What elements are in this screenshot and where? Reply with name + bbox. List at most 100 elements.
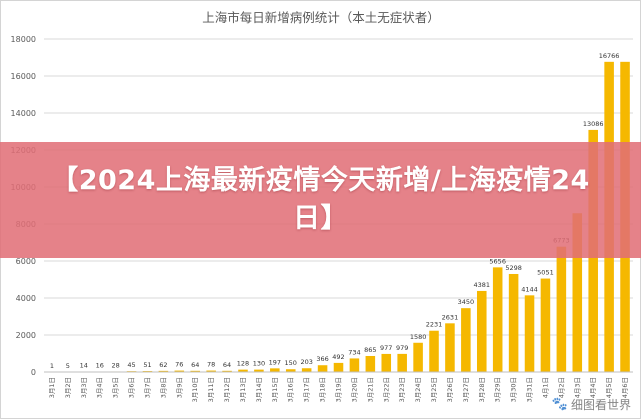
x-tick-label: 3月3日 (80, 377, 88, 398)
data-label: 366 (316, 355, 328, 363)
watermark: 🐾 细图看世界 (552, 396, 631, 413)
chart-title: 上海市每日新增病例统计（本土无症状者） (202, 10, 440, 25)
bar (556, 246, 567, 372)
data-label: 13086 (583, 120, 604, 128)
data-label: 45 (127, 361, 135, 369)
x-tick-label: 3月5日 (112, 377, 120, 398)
data-label: 203 (300, 358, 312, 366)
y-tick-label: 14000 (11, 109, 36, 118)
bar (317, 365, 328, 372)
bar (429, 330, 439, 372)
x-tick-label: 4月2日 (557, 377, 565, 398)
x-tick-label: 3月1日 (48, 377, 56, 398)
x-tick-label: 3月21日 (366, 377, 374, 402)
data-label: 3450 (458, 298, 475, 306)
x-tick-label: 3月18日 (319, 377, 327, 402)
x-tick-label: 3月7日 (143, 377, 151, 398)
data-label: 150 (285, 359, 297, 367)
y-tick-label: 4000 (16, 294, 36, 303)
data-label: 5051 (537, 269, 554, 277)
bar (365, 355, 376, 372)
bar (254, 369, 264, 372)
data-label: 76 (175, 361, 183, 369)
x-tick-label: 4月5日 (605, 377, 613, 398)
x-tick-label: 3月27日 (462, 377, 470, 402)
x-tick-label: 3月9日 (175, 377, 183, 398)
x-tick-label: 3月12日 (223, 377, 231, 402)
bar (285, 369, 296, 372)
data-label: 865 (364, 346, 376, 354)
data-label: 64 (191, 361, 199, 369)
banner-title: 【2024上海最新疫情今天新增/上海疫情24日】 (51, 165, 590, 234)
bar (238, 369, 248, 372)
data-label: 1580 (410, 333, 427, 341)
x-tick-label: 3月31日 (526, 377, 534, 402)
y-tick-label: 2000 (16, 331, 36, 340)
x-tick-label: 3月2日 (64, 377, 72, 398)
bar (413, 342, 423, 372)
bar (206, 370, 216, 372)
watermark-text: 细图看世界 (570, 398, 631, 412)
data-label: 5656 (489, 257, 506, 265)
bar (270, 368, 280, 372)
data-label: 2631 (442, 313, 459, 321)
x-tick-label: 4月6日 (621, 377, 629, 398)
x-tick-label: 3月17日 (303, 377, 311, 402)
data-label: 62 (159, 361, 167, 369)
x-tick-label: 3月20日 (350, 377, 358, 402)
x-tick-label: 4月1日 (541, 377, 549, 398)
y-tick-label: 18000 (11, 35, 36, 44)
x-tick-label: 3月26日 (446, 377, 454, 402)
data-label: 5298 (505, 264, 522, 272)
x-tick-label: 3月16日 (287, 377, 295, 402)
data-label: 2231 (426, 321, 443, 329)
data-label: 197 (269, 358, 281, 366)
bar (492, 267, 503, 372)
bar (333, 362, 344, 372)
x-tick-label: 3月22日 (382, 377, 390, 402)
data-label: 977 (380, 344, 392, 352)
x-tick-label: 3月8日 (159, 377, 167, 398)
bar (397, 353, 407, 372)
data-label: 14 (80, 362, 88, 370)
x-tick-label: 3月24日 (414, 377, 422, 402)
x-tick-label: 3月19日 (335, 377, 343, 402)
bar (174, 370, 185, 372)
data-labels: 1 5 14 16 28 45 51 62 76 64 78 64 128 130 197 150 203 366… (50, 52, 620, 370)
bar (445, 323, 455, 372)
y-tick-label: 6000 (16, 257, 36, 266)
data-label: 130 (253, 360, 265, 368)
bar (524, 295, 535, 372)
x-tick-label: 3月29日 (494, 377, 502, 402)
data-label: 78 (207, 361, 215, 369)
data-label: 979 (396, 344, 408, 352)
bar (222, 370, 232, 372)
x-tick-label: 3月23日 (398, 377, 406, 402)
x-tick-label: 4月4日 (589, 377, 597, 398)
data-label: 492 (332, 353, 344, 361)
bar (461, 308, 471, 372)
data-label: 51 (143, 361, 151, 369)
x-tick-label: 4月3日 (573, 377, 581, 398)
x-tick-label: 3月30日 (510, 377, 518, 402)
data-label: 16 (96, 362, 104, 370)
bar (190, 370, 201, 372)
data-label: 5 (66, 362, 70, 370)
data-label: 4144 (521, 285, 538, 293)
x-tick-label: 3月15日 (271, 377, 279, 402)
data-label: 4381 (473, 281, 490, 289)
bar (349, 358, 360, 372)
data-label: 16766 (599, 52, 620, 60)
title-banner: 【2024上海最新疫情今天新增/上海疫情24日】 (0, 142, 641, 258)
bar (301, 368, 312, 372)
x-tick-label: 3月10日 (191, 377, 199, 402)
x-tick-label: 3月14日 (255, 377, 263, 402)
paw-icon: 🐾 (551, 397, 568, 412)
x-tick-label: 3月25日 (430, 377, 438, 402)
x-tick-label: 3月11日 (207, 377, 215, 402)
data-label: 1 (50, 362, 54, 370)
data-label: 64 (223, 361, 231, 369)
y-tick-label: 16000 (11, 72, 36, 81)
x-axis-ticks: 3月1日 3月2日 3月3日 3月4日 3月5日 3月6日 3月7日 3月8日 3月9日 3月10… (48, 377, 629, 402)
bar (476, 290, 487, 372)
